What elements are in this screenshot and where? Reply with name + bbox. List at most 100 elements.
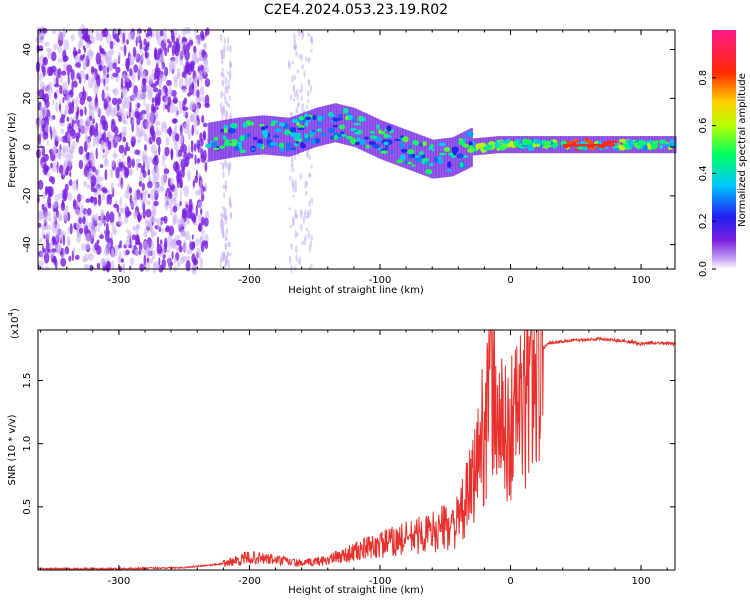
ridge-clump [353, 122, 362, 126]
ridge-clump [261, 129, 269, 136]
noise-speckle [291, 166, 294, 173]
ridge-clump [408, 153, 414, 159]
ridge-clump [485, 146, 489, 151]
noise-speckle [222, 257, 226, 260]
snr-y-axis: 0.5 1.0 1.5 [22, 373, 675, 515]
ridge-clump [298, 125, 305, 129]
noise-speckle [192, 180, 195, 188]
noise-speckle [89, 264, 94, 272]
ridge-halo [356, 109, 359, 149]
noise-speckle [57, 57, 63, 64]
ridge-halo [212, 121, 215, 161]
ridge-clump [414, 155, 420, 158]
noise-speckle [164, 47, 168, 57]
noise-speckle [144, 190, 149, 195]
noise-speckle [51, 146, 57, 156]
noise-speckle [225, 160, 228, 170]
noise-speckle [111, 247, 114, 257]
noise-speckle [190, 142, 194, 153]
noise-speckle [195, 237, 199, 247]
ridge-clump [411, 164, 416, 167]
ridge-clump [300, 143, 307, 149]
noise-speckle [229, 44, 232, 53]
noise-speckle [62, 167, 65, 178]
noise-speckle [289, 94, 293, 100]
noise-speckle [145, 120, 151, 130]
ridge-halo [344, 105, 347, 145]
noise-speckle [169, 261, 173, 266]
noise-speckle [195, 129, 199, 136]
noise-speckle [96, 173, 101, 185]
noise-speckle [135, 160, 139, 171]
noise-speckle [53, 43, 59, 51]
noise-speckle [79, 55, 85, 61]
ridge-halo [340, 104, 343, 144]
ridge-halo [323, 105, 326, 145]
colorbar: 0.0 0.2 0.4 0.6 0.8 Normalized spectral ampl… [698, 30, 748, 277]
noise-speckle [111, 159, 115, 167]
noise-speckle [177, 67, 181, 77]
noise-speckle [41, 27, 48, 34]
ridge-halo [391, 124, 394, 164]
ridge-clump [233, 145, 240, 151]
ridge-clump [380, 150, 388, 154]
ridge-clump [573, 139, 580, 143]
noise-speckle [123, 101, 129, 109]
noise-speckle [88, 167, 93, 177]
noise-speckle [223, 96, 227, 100]
noise-speckle [145, 247, 152, 258]
noise-speckle [222, 48, 226, 54]
noise-speckle [133, 64, 139, 73]
noise-speckle [55, 231, 58, 243]
noise-speckle [92, 166, 96, 173]
noise-speckle [119, 46, 125, 52]
noise-speckle [221, 70, 224, 78]
noise-speckle [121, 131, 127, 137]
noise-speckle [183, 185, 190, 197]
ridge-clump [213, 136, 219, 141]
noise-speckle [110, 121, 116, 133]
noise-speckle [301, 240, 304, 246]
noise-speckle [85, 73, 89, 81]
ridge-halo [234, 118, 237, 158]
noise-speckle [173, 186, 178, 199]
ridge-clump [289, 126, 297, 133]
noise-speckle [136, 102, 141, 109]
noise-speckle [62, 234, 66, 246]
noise-speckle [295, 254, 298, 262]
noise-speckle [62, 97, 65, 104]
noise-speckle [66, 64, 73, 73]
noise-speckle [66, 159, 73, 167]
ridge-clump [467, 147, 475, 153]
noise-speckle [49, 126, 52, 134]
noise-speckle [127, 183, 130, 192]
noise-speckle [170, 150, 173, 159]
ridge-halo [322, 106, 325, 146]
noise-speckle [159, 73, 163, 82]
noise-speckle [191, 234, 194, 240]
noise-speckle [54, 93, 58, 99]
noise-speckle [149, 156, 153, 164]
y-tick-label: 0.5 [22, 499, 33, 515]
noise-speckle [289, 255, 292, 264]
noise-speckle [114, 136, 120, 141]
noise-speckle [224, 216, 228, 225]
noise-speckle [223, 214, 226, 218]
noise-speckle [143, 95, 146, 107]
noise-speckle [161, 123, 164, 133]
ridge-clump [230, 123, 237, 129]
noise-speckle [50, 162, 53, 169]
ridge-halo [232, 118, 235, 158]
noise-speckle [46, 47, 52, 53]
noise-speckle [204, 78, 211, 87]
ridge-clump [509, 140, 515, 148]
ridge-clump [658, 139, 667, 145]
noise-speckle [145, 208, 152, 218]
noise-speckle [36, 143, 42, 149]
noise-speckle [292, 83, 296, 92]
ridge-halo [405, 129, 408, 169]
noise-speckle [101, 89, 105, 102]
noise-speckle [94, 168, 101, 175]
noise-speckle [59, 110, 63, 115]
noise-speckle [199, 257, 203, 269]
